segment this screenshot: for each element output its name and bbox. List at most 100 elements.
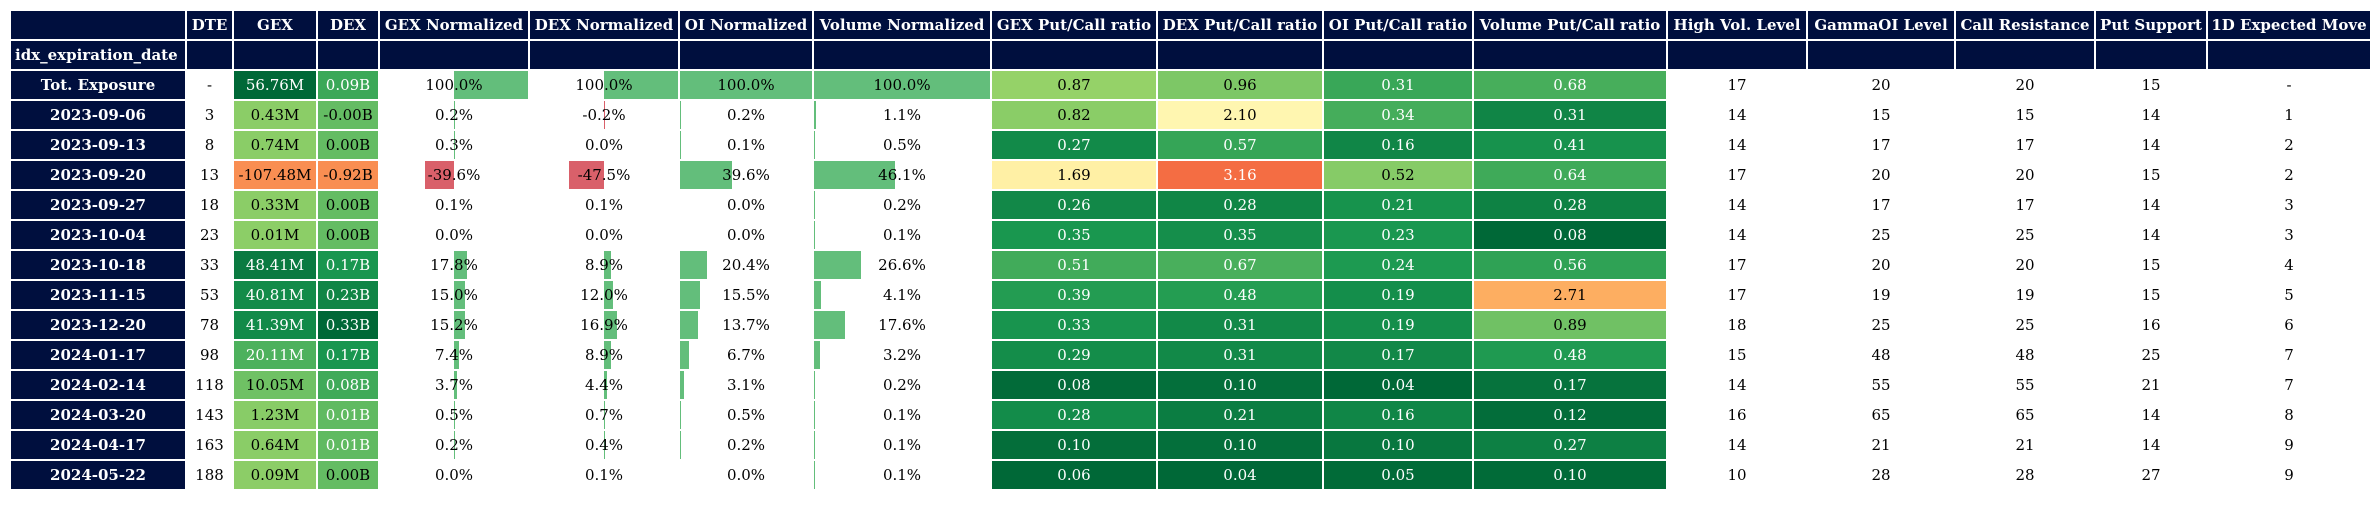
oi-normalized-cell: 39.6% — [680, 161, 812, 189]
dte-cell: 78 — [187, 311, 232, 339]
dex-normalized-cell: -47.5% — [530, 161, 678, 189]
gex-cell: 0.33M — [234, 191, 316, 219]
gex-cell: 1.23M — [234, 401, 316, 429]
col-header-gex-put-call-ratio: GEX Put/Call ratio — [992, 11, 1156, 39]
dex-put-call-cell: 0.21 — [1158, 401, 1322, 429]
header-row-columns: DTE GEX DEX GEX Normalized DEX Normalize… — [11, 11, 2370, 39]
dex-normalized-cell: 100.0% — [530, 71, 678, 99]
cell-value: 100.0% — [717, 76, 775, 94]
cell-value: 0.0% — [726, 226, 766, 244]
put-support-cell: 21 — [2096, 371, 2206, 399]
gammaoi-level-cell: 19 — [1808, 281, 1954, 309]
oi-normalized-cell: 20.4% — [680, 251, 812, 279]
data-bar — [604, 341, 611, 369]
cell-value: 0.2% — [726, 106, 766, 124]
expected-move-cell: 4 — [2208, 251, 2370, 279]
dte-cell: 23 — [187, 221, 232, 249]
row-label: 2024-04-17 — [11, 431, 185, 459]
volume-normalized-cell: 100.0% — [814, 71, 990, 99]
gex-put-call-cell: 0.08 — [992, 371, 1156, 399]
expected-move-cell: 9 — [2208, 461, 2370, 489]
col-header-volume-put-call-ratio: Volume Put/Call ratio — [1474, 11, 1666, 39]
put-support-cell: 14 — [2096, 401, 2206, 429]
data-bar — [680, 311, 699, 339]
cell-value: 15.0% — [430, 286, 478, 304]
put-support-cell: 25 — [2096, 341, 2206, 369]
gex-cell: 20.11M — [234, 341, 316, 369]
oi-normalized-cell: 0.2% — [680, 101, 812, 129]
high-vol-level-cell: 17 — [1668, 71, 1806, 99]
header-blank — [187, 41, 232, 69]
gex-cell: -107.48M — [234, 161, 316, 189]
high-vol-level-cell: 14 — [1668, 101, 1806, 129]
expected-move-cell: 1 — [2208, 101, 2370, 129]
gex-normalized-cell: 100.0% — [380, 71, 528, 99]
col-header-high-vol-level: High Vol. Level — [1668, 11, 1806, 39]
cell-value: 4.1% — [882, 286, 922, 304]
gex-normalized-cell: 0.0% — [380, 461, 528, 489]
gex-normalized-cell: 0.5% — [380, 401, 528, 429]
table-row: 2023-10-18 33 48.41M 0.17B 17.8% 8.9% 20.4% 26.… — [11, 251, 2370, 279]
gammaoi-level-cell: 65 — [1808, 401, 1954, 429]
gex-normalized-cell: 0.1% — [380, 191, 528, 219]
header-blank — [234, 41, 316, 69]
gex-normalized-cell: 15.0% — [380, 281, 528, 309]
data-bar — [604, 311, 617, 339]
volume-put-call-cell: 0.10 — [1474, 461, 1666, 489]
cell-value: 0.1% — [882, 466, 922, 484]
cell-value: -39.6% — [427, 166, 481, 184]
dex-normalized-cell: 0.0% — [530, 221, 678, 249]
cell-value: 0.1% — [434, 196, 474, 214]
put-support-cell: 14 — [2096, 221, 2206, 249]
cell-value: 26.6% — [878, 256, 926, 274]
data-bar — [604, 251, 611, 279]
cell-value: 0.5% — [726, 406, 766, 424]
data-bar — [604, 371, 608, 399]
volume-normalized-cell: 0.1% — [814, 221, 990, 249]
row-label: 2023-11-15 — [11, 281, 185, 309]
high-vol-level-cell: 14 — [1668, 191, 1806, 219]
row-label: 2024-02-14 — [11, 371, 185, 399]
header-corner — [11, 11, 185, 39]
put-support-cell: 15 — [2096, 71, 2206, 99]
oi-put-call-cell: 0.16 — [1324, 401, 1472, 429]
col-header-put-support: Put Support — [2096, 11, 2206, 39]
table-row: 2024-01-17 98 20.11M 0.17B 7.4% 8.9% 6.7% 3.2% 0… — [11, 341, 2370, 369]
gex-put-call-cell: 0.51 — [992, 251, 1156, 279]
dte-cell: 33 — [187, 251, 232, 279]
oi-put-call-cell: 0.19 — [1324, 311, 1472, 339]
cell-value: 12.0% — [580, 286, 628, 304]
call-resistance-cell: 20 — [1956, 161, 2094, 189]
data-bar — [680, 161, 733, 189]
dex-put-call-cell: 0.67 — [1158, 251, 1322, 279]
dex-normalized-cell: 0.0% — [530, 131, 678, 159]
cell-value: 0.5% — [434, 406, 474, 424]
header-blank — [2208, 41, 2370, 69]
dex-put-call-cell: 0.57 — [1158, 131, 1322, 159]
data-bar — [454, 71, 528, 99]
cell-value: 3.7% — [434, 376, 474, 394]
header-blank — [992, 41, 1156, 69]
cell-value: 0.0% — [434, 226, 474, 244]
call-resistance-cell: 25 — [1956, 221, 2094, 249]
dex-put-call-cell: 0.48 — [1158, 281, 1322, 309]
oi-put-call-cell: 0.10 — [1324, 431, 1472, 459]
table-row: 2023-12-20 78 41.39M 0.33B 15.2% 16.9% 13.7% 17… — [11, 311, 2370, 339]
gex-normalized-cell: 0.3% — [380, 131, 528, 159]
dte-cell: - — [187, 71, 232, 99]
data-bar — [680, 71, 812, 99]
put-support-cell: 16 — [2096, 311, 2206, 339]
gex-put-call-cell: 0.33 — [992, 311, 1156, 339]
expected-move-cell: 2 — [2208, 161, 2370, 189]
gammaoi-level-cell: 20 — [1808, 71, 1954, 99]
cell-value: 3.2% — [882, 346, 922, 364]
cell-value: 0.1% — [726, 136, 766, 154]
gex-cell: 40.81M — [234, 281, 316, 309]
col-header-gammaoi-level: GammaOI Level — [1808, 11, 1954, 39]
oi-normalized-cell: 0.0% — [680, 221, 812, 249]
data-bar — [454, 341, 460, 369]
gammaoi-level-cell: 25 — [1808, 311, 1954, 339]
high-vol-level-cell: 14 — [1668, 221, 1806, 249]
cell-value: 0.1% — [584, 466, 624, 484]
col-header-1d-expected-move: 1D Expected Move — [2208, 11, 2370, 39]
